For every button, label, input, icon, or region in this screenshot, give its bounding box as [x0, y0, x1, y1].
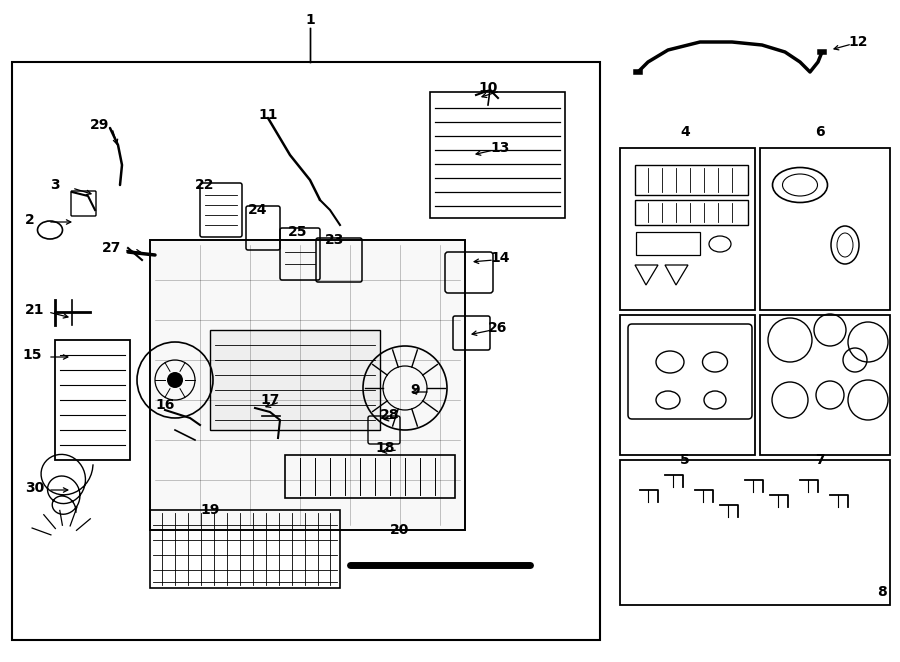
Text: 15: 15 — [22, 348, 41, 362]
Text: 4: 4 — [680, 125, 690, 139]
Bar — [55, 340, 130, 460]
Bar — [636, 232, 700, 255]
Text: 29: 29 — [90, 118, 110, 132]
Bar — [285, 455, 455, 498]
Text: 18: 18 — [375, 441, 395, 455]
Bar — [430, 92, 565, 218]
Text: 22: 22 — [195, 178, 215, 192]
Text: 28: 28 — [381, 408, 400, 422]
Text: 26: 26 — [489, 321, 508, 335]
Bar — [635, 200, 748, 225]
Text: 30: 30 — [25, 481, 45, 495]
Text: 3: 3 — [50, 178, 59, 192]
Text: 11: 11 — [258, 108, 278, 122]
Text: 9: 9 — [410, 383, 419, 397]
Bar — [760, 315, 890, 455]
Bar — [620, 460, 890, 605]
Bar — [760, 148, 890, 310]
Text: 19: 19 — [201, 503, 220, 517]
Text: 13: 13 — [491, 141, 509, 155]
Text: 21: 21 — [25, 303, 45, 317]
Bar — [635, 165, 748, 195]
Text: 17: 17 — [260, 393, 280, 407]
Text: 8: 8 — [878, 585, 886, 599]
Text: 27: 27 — [103, 241, 122, 255]
Text: 1: 1 — [305, 13, 315, 27]
Text: 7: 7 — [815, 453, 824, 467]
Text: 2: 2 — [25, 213, 35, 227]
Text: 25: 25 — [288, 225, 308, 239]
Circle shape — [167, 372, 183, 388]
Text: 23: 23 — [325, 233, 345, 247]
Bar — [620, 148, 755, 310]
Bar — [210, 330, 380, 430]
Text: 10: 10 — [478, 81, 498, 95]
Text: 16: 16 — [156, 398, 175, 412]
Text: 20: 20 — [391, 523, 410, 537]
Text: 14: 14 — [491, 251, 509, 265]
Text: 12: 12 — [848, 35, 868, 49]
Bar — [150, 240, 465, 530]
Text: 6: 6 — [815, 125, 824, 139]
Bar — [12, 62, 600, 640]
Bar — [150, 510, 340, 588]
Text: 5: 5 — [680, 453, 690, 467]
Bar — [620, 315, 755, 455]
Text: 24: 24 — [248, 203, 268, 217]
